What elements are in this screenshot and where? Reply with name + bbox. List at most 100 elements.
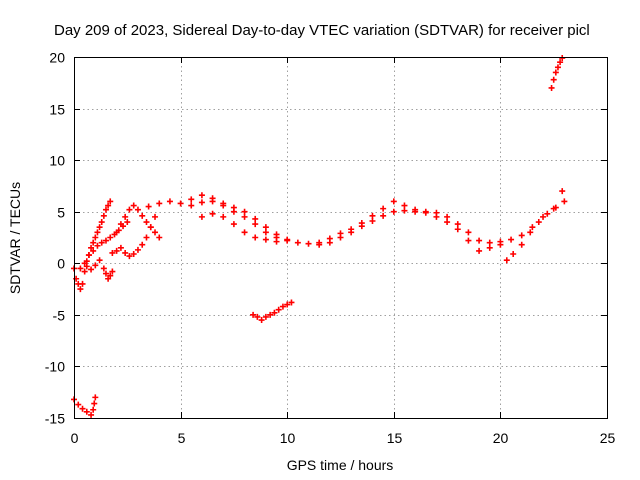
series-afternoon-branch: [316, 198, 408, 246]
data-point: [209, 195, 216, 202]
data-point: [503, 257, 510, 264]
data-point: [444, 219, 451, 226]
series-late-high-branch: [548, 55, 566, 91]
data-point: [252, 215, 259, 222]
data-point: [258, 317, 265, 324]
series-midday-band-lower: [198, 210, 280, 245]
data-point: [90, 247, 97, 254]
data-point: [117, 244, 124, 251]
data-point: [267, 311, 274, 318]
data-point: [198, 199, 205, 206]
data-point: [465, 237, 472, 244]
data-point: [369, 217, 376, 224]
data-point: [552, 69, 559, 76]
data-point: [81, 268, 88, 275]
data-point: [559, 188, 566, 195]
data-point: [561, 198, 568, 205]
data-point: [486, 244, 493, 251]
data-point: [134, 206, 141, 213]
data-point: [510, 251, 517, 258]
y-tick-label: 15: [49, 102, 65, 118]
data-point: [102, 270, 109, 277]
data-point: [198, 192, 205, 199]
data-point: [98, 239, 105, 246]
data-point: [369, 212, 376, 219]
data-point: [284, 236, 291, 243]
data-point: [88, 244, 95, 251]
x-tick-label: 0: [71, 430, 79, 446]
data-point: [544, 210, 551, 217]
series-early-negative-branch: [71, 394, 99, 418]
series-late-branch: [503, 188, 566, 264]
series-main-trace: [145, 198, 568, 248]
data-point: [241, 229, 248, 236]
data-point: [107, 198, 114, 205]
data-point: [220, 200, 227, 207]
data-point: [130, 251, 137, 258]
series-morning-branch-a: [71, 198, 114, 293]
data-point: [476, 237, 483, 244]
data-point: [444, 213, 451, 220]
data-point: [262, 229, 269, 236]
data-point: [548, 84, 555, 91]
tick-labels: 0 5 10 15 20 25 -15 -10 -5 0 5 10 15 20: [45, 50, 616, 447]
series-morning-branch-b: [77, 219, 131, 272]
data-point: [288, 299, 295, 306]
data-point: [75, 401, 82, 408]
data-point: [147, 224, 154, 231]
data-point: [230, 221, 237, 228]
data-point: [535, 219, 542, 226]
data-point: [139, 212, 146, 219]
data-point: [77, 265, 84, 272]
series-evening-branch: [412, 206, 504, 254]
y-axis-label: SDTVAR / TECUs: [7, 182, 23, 294]
data-point: [518, 241, 525, 248]
data-point: [348, 226, 355, 233]
data-point: [109, 249, 116, 256]
data-point: [105, 275, 112, 282]
y-tick-label: -5: [53, 308, 66, 324]
data-point: [412, 206, 419, 213]
y-tick-label: 0: [57, 256, 65, 272]
data-point: [81, 260, 88, 267]
data-point: [465, 229, 472, 236]
data-point: [540, 213, 547, 220]
data-point: [198, 213, 205, 220]
data-point: [94, 229, 101, 236]
data-point: [252, 234, 259, 241]
x-tick-label: 20: [493, 430, 509, 446]
y-tick-label: 20: [49, 50, 65, 66]
data-point: [143, 219, 150, 226]
data-point: [552, 204, 559, 211]
data-point: [358, 220, 365, 227]
data-point: [85, 252, 92, 259]
data-point: [401, 207, 408, 214]
data-point: [275, 306, 282, 313]
data-point: [284, 301, 291, 308]
data-point: [433, 213, 440, 220]
data-point: [166, 198, 173, 205]
data-point: [88, 411, 95, 418]
data-point: [271, 309, 278, 316]
data-point: [390, 208, 397, 215]
data-point: [107, 272, 114, 279]
data-point: [557, 59, 564, 66]
series-isolated-negative-segment: [250, 299, 295, 324]
data-point: [209, 210, 216, 217]
data-point: [134, 246, 141, 253]
data-point: [220, 213, 227, 220]
series-morning-branch-d: [109, 213, 159, 260]
y-tick-label: 10: [49, 153, 65, 169]
data-point: [326, 235, 333, 242]
data-point: [79, 405, 86, 412]
data-point: [91, 400, 98, 407]
series-midday-band-upper: [188, 192, 291, 243]
data-point: [279, 303, 286, 310]
data-point: [109, 268, 116, 275]
data-point: [88, 266, 95, 273]
ticks: [74, 57, 608, 419]
data-point: [130, 202, 137, 209]
data-point: [113, 229, 120, 236]
